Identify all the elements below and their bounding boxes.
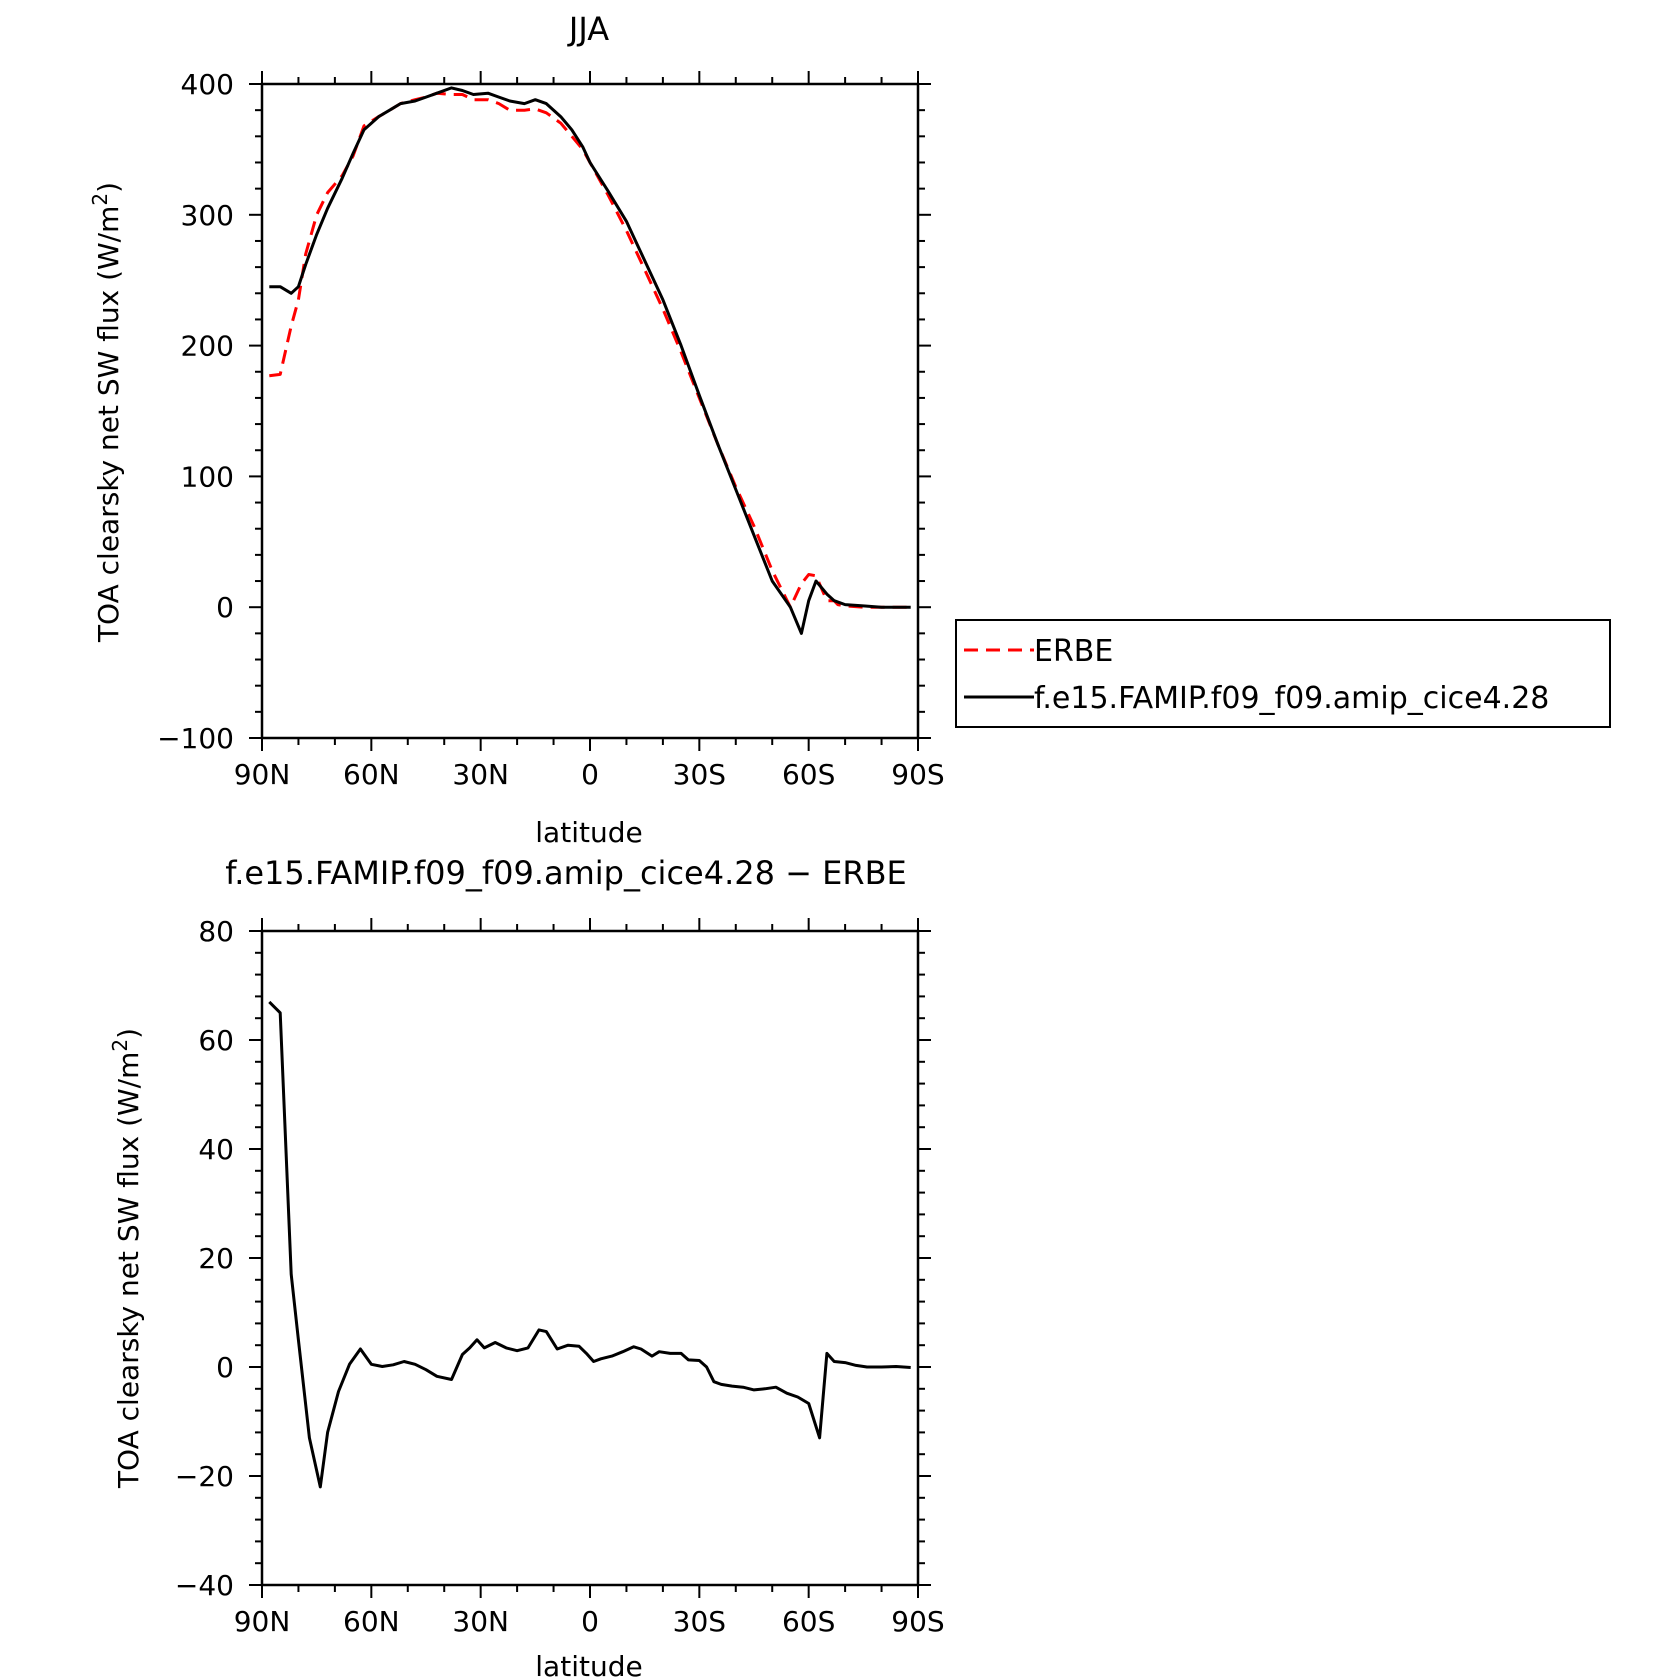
top-series-lines (269, 86, 911, 635)
bottom-y-tick-label: 20 (198, 1242, 234, 1275)
bottom-y-tick-label: 0 (216, 1351, 234, 1384)
top-y-tick-label: 0 (216, 591, 234, 624)
top-x-tick-label: 60N (343, 758, 400, 791)
top-y-tick-label: 400 (181, 68, 234, 101)
bottom-tick-marks (249, 918, 931, 1598)
bottom-y-axis-label: TOA clearsky net SW flux (W/m2) (108, 1028, 145, 1489)
top-y-tick-labels: 400 300 200 100 0 −100 (157, 68, 234, 755)
bottom-panel: f.e15.FAMIP.f09_f09.amip_cice4.28 − ERBE… (108, 854, 945, 1680)
top-y-tick-label: 300 (181, 199, 234, 232)
top-y-axis-label-main: TOA clearsky net SW flux (W/m (92, 206, 125, 643)
top-x-tick-label: 90S (891, 758, 944, 791)
bottom-x-tick-label: 90S (891, 1605, 944, 1638)
bottom-series-lines (268, 1000, 911, 1489)
bottom-plot-title: f.e15.FAMIP.f09_f09.amip_cice4.28 − ERBE (225, 854, 907, 892)
bottom-y-tick-labels: 80 60 40 20 0 −20 −40 (175, 915, 234, 1602)
legend-erbe-label: ERBE (1034, 634, 1113, 669)
bottom-y-axis-label-main: TOA clearsky net SW flux (W/m (112, 1052, 145, 1489)
top-x-tick-label: 30S (673, 758, 726, 791)
top-x-tick-label: 60S (782, 758, 835, 791)
top-series-model-line (269, 86, 911, 635)
bottom-x-tick-labels: 90N 60N 30N 0 30S 60S 90S (234, 1605, 945, 1638)
bottom-y-tick-label: −40 (175, 1569, 234, 1602)
legend-model-label: f.e15.FAMIP.f09_f09.amip_cice4.28 (1034, 681, 1549, 716)
bottom-plot-frame (260, 929, 920, 1587)
top-plot-title: JJA (567, 10, 609, 48)
top-x-axis-label: latitude (535, 816, 642, 849)
bottom-y-axis-label-superscript: 2 (108, 1039, 132, 1052)
top-y-axis-label-close: ) (92, 182, 125, 193)
bottom-x-tick-label: 90N (234, 1605, 291, 1638)
top-y-tick-label: 200 (181, 330, 234, 363)
bottom-y-tick-label: 40 (198, 1133, 234, 1166)
top-x-tick-labels: 90N 60N 30N 0 30S 60S 90S (234, 758, 945, 791)
bottom-y-axis-label-close: ) (112, 1028, 145, 1039)
top-tick-marks (249, 71, 931, 751)
top-y-axis-label: TOA clearsky net SW flux (W/m2) (88, 182, 125, 643)
top-series-erbe-line (269, 91, 911, 609)
bottom-x-tick-label: 60N (343, 1605, 400, 1638)
top-plot-frame (260, 82, 920, 740)
legend-box (955, 619, 1611, 728)
bottom-x-axis-label: latitude (535, 1650, 642, 1680)
bottom-y-tick-label: 60 (198, 1024, 234, 1057)
bottom-y-tick-label: −20 (175, 1460, 234, 1493)
bottom-x-tick-label: 60S (782, 1605, 835, 1638)
top-y-tick-label: 100 (181, 460, 234, 493)
bottom-x-tick-label: 30N (452, 1605, 509, 1638)
top-y-axis-label-superscript: 2 (88, 193, 112, 206)
top-x-tick-label: 90N (234, 758, 291, 791)
bottom-y-tick-label: 80 (198, 915, 234, 948)
bottom-x-tick-label: 30S (673, 1605, 726, 1638)
top-y-tick-label: −100 (157, 722, 234, 755)
bottom-series-difference-line (268, 1000, 911, 1489)
top-x-tick-label: 0 (581, 758, 599, 791)
bottom-x-tick-label: 0 (581, 1605, 599, 1638)
legend: ERBE f.e15.FAMIP.f09_f09.amip_cice4.28 (955, 619, 1611, 728)
top-x-tick-label: 30N (452, 758, 509, 791)
